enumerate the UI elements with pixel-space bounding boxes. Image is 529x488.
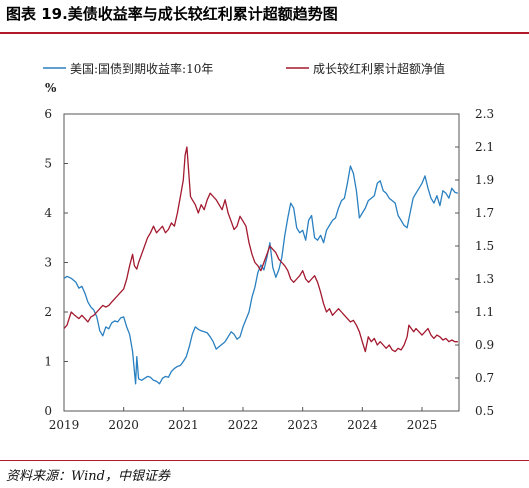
right-axis-tick-label: 1.7 bbox=[475, 206, 494, 220]
x-axis-tick-label: 2019 bbox=[49, 418, 80, 432]
left-axis-tick-label: 3 bbox=[44, 256, 52, 270]
left-axis-tick-label: 5 bbox=[44, 157, 52, 171]
right-axis-tick-label: 1.1 bbox=[475, 305, 494, 319]
right-axis-tick-label: 1.5 bbox=[475, 239, 494, 253]
x-axis-tick-label: 2023 bbox=[287, 418, 318, 432]
right-axis-tick-label: 0.9 bbox=[475, 338, 494, 352]
right-axis-tick-label: 1.3 bbox=[475, 272, 494, 286]
right-axis-tick-label: 0.7 bbox=[475, 371, 494, 385]
x-axis-tick-label: 2025 bbox=[407, 418, 438, 432]
legend: 美国:国债到期收益率:10年 成长较红利累计超额净值 bbox=[43, 61, 445, 76]
figure-title: 图表 19.美债收益率与成长较红利累计超额趋势图 bbox=[6, 5, 338, 23]
plot-frame bbox=[63, 113, 460, 412]
right-axis-tick-label: 1.9 bbox=[475, 173, 494, 187]
left-axis-tick-label: 0 bbox=[44, 404, 52, 418]
x-axis-tick-label: 2022 bbox=[228, 418, 259, 432]
series-line-excess bbox=[63, 146, 458, 353]
left-axis-unit: % bbox=[45, 81, 57, 95]
legend-label-treasury: 美国:国债到期收益率:10年 bbox=[70, 61, 213, 76]
left-axis-tick-label: 2 bbox=[44, 305, 52, 319]
left-axis-tick-label: 1 bbox=[44, 355, 52, 369]
plot-area: 0 1 2 3 4 5 6 0.5 0.7 0.9 1.1 1.3 1.5 1.7 1.9 2.1 2.3 201… bbox=[44, 107, 494, 432]
left-axis-tick-label: 4 bbox=[44, 206, 52, 220]
x-axis-tick-label: 2021 bbox=[168, 418, 199, 432]
right-axis-tick-label: 0.5 bbox=[475, 404, 494, 418]
source-rule bbox=[0, 460, 529, 461]
source-note: 资料来源：Wind，中银证券 bbox=[6, 469, 170, 484]
legend-label-excess: 成长较红利累计超额净值 bbox=[313, 61, 445, 76]
chart: 美国:国债到期收益率:10年 成长较红利累计超额净值 % 01234560.50… bbox=[43, 61, 494, 432]
title-rule bbox=[0, 32, 529, 34]
right-axis-tick-label: 2.1 bbox=[475, 140, 494, 154]
x-axis-tick-label: 2024 bbox=[347, 418, 378, 432]
left-axis-tick-label: 6 bbox=[44, 107, 52, 121]
x-axis-tick-label: 2020 bbox=[108, 418, 139, 432]
series-line-treasury bbox=[63, 165, 459, 385]
right-axis-tick-label: 2.3 bbox=[475, 107, 494, 121]
